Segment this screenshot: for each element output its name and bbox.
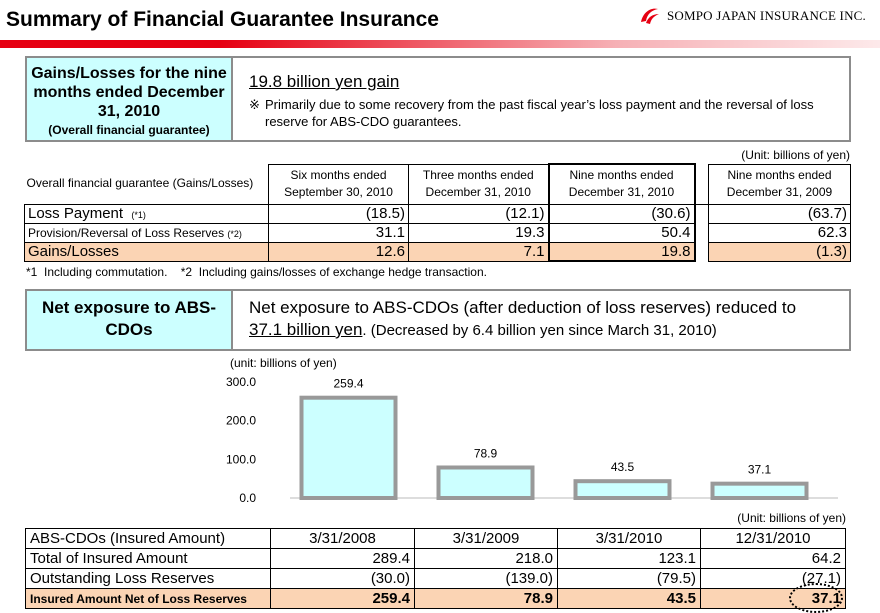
table-row: Loss Payment (*1) (18.5) (12.1) (30.6) (… xyxy=(24,203,851,224)
table-cell: 78.9 xyxy=(414,588,558,609)
table-row: Outstanding Loss Reserves (30.0) (139.0)… xyxy=(25,568,846,589)
bar-value-label: 37.1 xyxy=(748,463,772,477)
bar xyxy=(299,395,398,500)
net-exposure-amount: 37.1 billion yen xyxy=(249,320,363,339)
row-label: Total of Insured Amount xyxy=(25,548,271,569)
table-cell: 123.1 xyxy=(557,548,701,569)
page-title: Summary of Financial Guarantee Insurance xyxy=(6,8,439,31)
bar-value-label: 43.5 xyxy=(611,460,635,474)
table-cell: (30.6) xyxy=(547,203,696,224)
table-cell-highlighted: 37.1 xyxy=(700,583,846,613)
row-label-note: (*2) xyxy=(227,228,242,239)
table-row: Provision/Reversal of Loss Reserves (*2)… xyxy=(24,222,851,243)
note-mark: ※ xyxy=(249,97,260,112)
table3-unit: (Unit: billions of yen) xyxy=(737,511,846,525)
gains-losses-label-main: Gains/Losses for the nine months ended D… xyxy=(31,65,227,120)
table3-col-header: 12/31/2010 xyxy=(700,528,846,549)
bar xyxy=(573,479,672,500)
table-cell: 218.0 xyxy=(414,548,558,569)
table-cell: 64.2 xyxy=(700,548,846,569)
table-cell: 62.3 xyxy=(708,222,851,243)
table1-col-header: Three months ended December 31, 2010 xyxy=(408,163,549,204)
table-cell: (18.5) xyxy=(268,203,409,224)
company-logo: SOMPO JAPAN INSURANCE INC. xyxy=(637,4,866,28)
table3-col-header: 3/31/2010 xyxy=(557,528,701,549)
y-tick-label: 200.0 xyxy=(226,414,256,428)
table-cell: (30.0) xyxy=(270,568,415,589)
net-exposure-chart: (unit: billions of yen) 0.0 100.0 200.0 300.… xyxy=(208,355,848,515)
abs-cdo-table: ABS-CDOs (Insured Amount) 3/31/2008 3/31… xyxy=(25,528,846,613)
table-cell: (79.5) xyxy=(557,568,701,589)
gains-losses-summary-box: Gains/Losses for the nine months ended D… xyxy=(25,56,851,142)
table-cell: (63.7) xyxy=(708,203,851,224)
row-label-text: Provision/Reversal of Loss Reserves xyxy=(28,225,225,240)
table-cell: 50.4 xyxy=(547,222,696,243)
table-cell: (139.0) xyxy=(414,568,558,589)
gains-losses-table: Overall financial guarantee (Gains/Losse… xyxy=(24,163,851,262)
table1-unit: (Unit: billions of yen) xyxy=(741,148,850,162)
bar-value-label: 259.4 xyxy=(333,377,363,391)
table1-col-header: Nine months ended December 31, 2009 xyxy=(708,163,851,204)
header-divider xyxy=(0,40,880,48)
net-exposure-text: Net exposure to ABS-CDOs (after deductio… xyxy=(249,298,797,317)
table-cell: 289.4 xyxy=(270,548,415,569)
row-label-note: (*1) xyxy=(131,210,146,220)
bar-value-label: 78.9 xyxy=(474,446,498,460)
table-cell: (1.3) xyxy=(708,241,851,262)
table-cell: 19.3 xyxy=(408,222,549,243)
table-cell: 31.1 xyxy=(268,222,409,243)
bar xyxy=(710,481,809,500)
table1-corner: Overall financial guarantee (Gains/Losse… xyxy=(26,176,254,191)
table-row: Insured Amount Net of Loss Reserves 259.… xyxy=(25,583,846,613)
table3-col-header: 3/31/2009 xyxy=(414,528,558,549)
gains-losses-label: Gains/Losses for the nine months ended D… xyxy=(27,58,233,140)
table1-col-header: Nine months ended December 31, 2010 xyxy=(547,163,696,204)
table1-col-header: Six months ended September 30, 2010 xyxy=(268,163,409,204)
table3-col-header: 3/31/2008 xyxy=(270,528,415,549)
row-label: Outstanding Loss Reserves xyxy=(25,568,271,589)
table-cell: 259.4 xyxy=(270,588,415,609)
table-cell: 12.6 xyxy=(268,241,409,262)
table3-corner: ABS-CDOs (Insured Amount) xyxy=(25,528,271,549)
gains-losses-label-sub: (Overall financial guarantee) xyxy=(48,123,210,137)
table-row: Gains/Losses 12.6 7.1 19.8 (1.3) xyxy=(24,241,851,262)
row-label: Provision/Reversal of Loss Reserves (*2) xyxy=(24,222,269,243)
table-cell: 7.1 xyxy=(408,241,549,262)
row-label-text: Loss Payment xyxy=(28,205,124,222)
y-tick-label: 0.0 xyxy=(239,491,256,505)
bar-chart: (unit: billions of yen) 0.0 100.0 200.0 300.… xyxy=(226,356,838,505)
gain-headline: 19.8 billion yen gain xyxy=(249,72,400,91)
gain-note: Primarily due to some recovery from the … xyxy=(265,97,814,129)
net-exposure-box: Net exposure to ABS-CDOs Net exposure to… xyxy=(25,289,851,351)
bar xyxy=(436,465,535,500)
row-label: Gains/Losses xyxy=(24,241,269,262)
logo-text: SOMPO JAPAN INSURANCE INC. xyxy=(666,8,866,23)
row-label: Insured Amount Net of Loss Reserves xyxy=(25,588,271,609)
chart-unit-label: (unit: billions of yen) xyxy=(230,356,337,370)
table-cell: 19.8 xyxy=(547,241,696,262)
table-row: Total of Insured Amount 289.4 218.0 123.… xyxy=(25,548,846,569)
sompo-logo-icon xyxy=(640,8,659,24)
y-tick-label: 100.0 xyxy=(226,452,256,466)
table-cell: (12.1) xyxy=(408,203,549,224)
y-tick-label: 300.0 xyxy=(226,375,256,389)
net-exposure-text-2: . (Decreased by 6.4 billion yen since Ma… xyxy=(362,322,717,339)
table1-footnote: *1 Including commutation. *2 Including g… xyxy=(26,265,487,279)
row-label: Loss Payment (*1) xyxy=(24,203,269,224)
table-cell: 43.5 xyxy=(557,588,701,609)
net-exposure-label: Net exposure to ABS-CDOs xyxy=(27,291,233,349)
